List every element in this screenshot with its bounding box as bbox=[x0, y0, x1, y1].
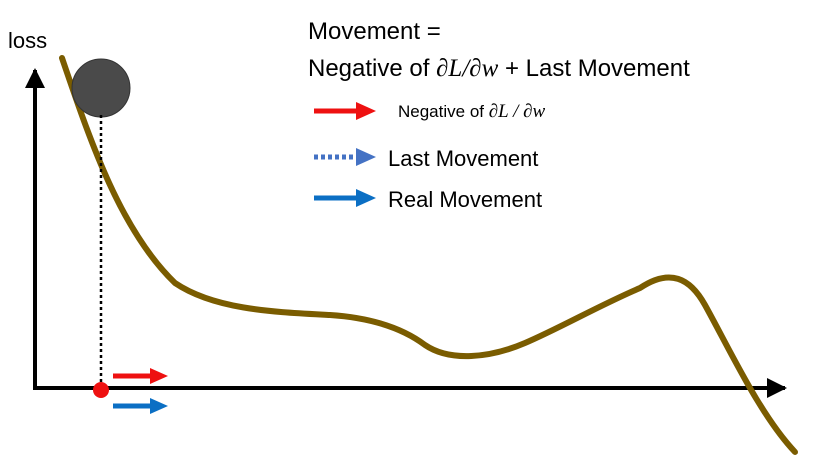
legend-label-gradient: Negative of ∂L / ∂w bbox=[398, 101, 545, 123]
legend-label-last-movement: Last Movement bbox=[388, 146, 539, 171]
gradient-arrow-icon bbox=[113, 368, 168, 384]
legend-gradient-prefix: Negative of bbox=[398, 102, 489, 121]
legend-item-last-movement: Last Movement bbox=[312, 145, 612, 171]
title-suffix: + Last Movement bbox=[498, 55, 690, 82]
current-position-point bbox=[93, 382, 109, 398]
gradient-formula: ∂L/∂w bbox=[436, 55, 499, 82]
legend-label-real-movement: Real Movement bbox=[388, 187, 543, 212]
title-line-1: Movement = bbox=[308, 18, 441, 45]
legend-item-real-movement: Real Movement bbox=[312, 186, 612, 212]
dotted-arrow-icon bbox=[314, 148, 376, 166]
legend-item-gradient: Negative of ∂L / ∂w bbox=[312, 99, 652, 123]
ball-icon bbox=[71, 58, 131, 118]
title-line-2: Negative of ∂L/∂w + Last Movement bbox=[308, 56, 690, 81]
y-axis-label: loss bbox=[8, 28, 48, 53]
title-prefix: Negative of bbox=[308, 55, 437, 82]
loss-curve bbox=[59, 55, 798, 455]
legend-gradient-formula: ∂L / ∂w bbox=[488, 101, 546, 122]
blue-arrow-icon bbox=[314, 189, 376, 207]
red-arrow-icon bbox=[314, 102, 376, 120]
real-movement-arrow-icon bbox=[113, 398, 168, 414]
